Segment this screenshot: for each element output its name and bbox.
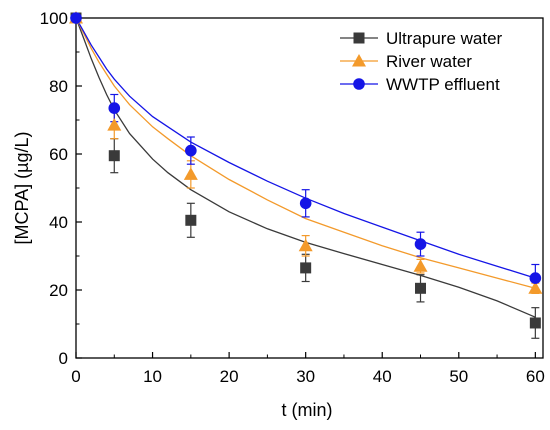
data-point <box>298 238 313 252</box>
y-tick-label: 0 <box>59 349 68 368</box>
data-point <box>300 262 312 274</box>
data-point <box>107 118 122 131</box>
legend-label: WWTP effluent <box>386 75 500 94</box>
legend-label: Ultrapure water <box>386 29 503 48</box>
data-point <box>185 144 197 157</box>
y-axis-label: [MCPA] (µg/L) <box>12 131 32 244</box>
y-tick-label: 20 <box>49 281 68 300</box>
y-axis-ticks: 0 20 40 60 80 100 <box>40 9 82 368</box>
data-point <box>70 12 82 24</box>
x-tick-label: 10 <box>143 367 162 386</box>
data-point <box>528 281 543 294</box>
legend-label: River water <box>386 52 472 71</box>
data-point <box>529 317 541 329</box>
x-tick-label: 30 <box>296 367 315 386</box>
x-tick-label: 50 <box>449 367 468 386</box>
x-axis-label: t (min) <box>282 400 333 420</box>
data-point <box>183 167 198 180</box>
x-tick-label: 60 <box>526 367 545 386</box>
legend-marker <box>352 54 366 67</box>
y-tick-label: 40 <box>49 213 68 232</box>
plot-frame <box>75 17 544 359</box>
plot-border <box>75 17 544 359</box>
data-point <box>108 102 121 114</box>
data-point <box>529 272 542 284</box>
legend-marker <box>353 32 365 44</box>
y-tick-label: 100 <box>40 9 68 28</box>
y-tick-label: 60 <box>49 145 68 164</box>
legend: Ultrapure water River water WWTP effluent <box>340 29 503 94</box>
x-tick-label: 0 <box>71 367 80 386</box>
legend-marker <box>353 78 365 90</box>
y-tick-label: 80 <box>49 77 68 96</box>
x-axis-ticks: 0 10 20 30 40 50 60 <box>71 352 545 386</box>
data-point <box>185 214 197 226</box>
data-point <box>414 238 427 250</box>
data-point <box>299 197 312 210</box>
x-tick-label: 20 <box>220 367 239 386</box>
x-tick-label: 40 <box>373 367 392 386</box>
data-point <box>108 150 120 162</box>
data-point <box>413 259 428 272</box>
data-point <box>415 282 427 294</box>
data-points <box>69 11 543 329</box>
